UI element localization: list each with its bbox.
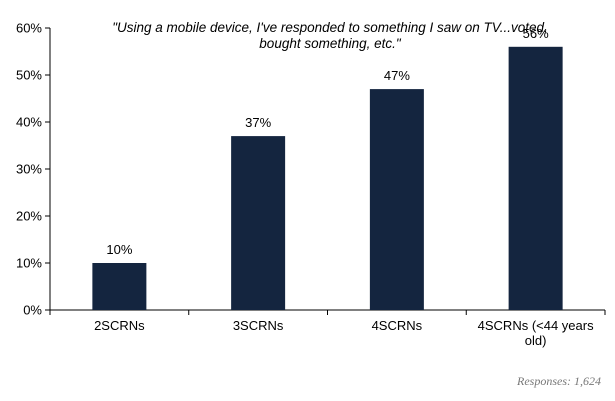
y-tick-label: 50% [16, 68, 42, 83]
y-tick-label: 30% [16, 162, 42, 177]
y-axis: 0% 10% 20% 30% 40% 50% 60% [16, 21, 51, 318]
bar [369, 89, 424, 310]
data-label: 37% [245, 115, 271, 130]
y-tick-label: 10% [16, 256, 42, 271]
x-tick-label: 2SCRNs [94, 318, 145, 333]
bar [508, 46, 563, 311]
y-tick-label: 0% [23, 303, 42, 318]
data-label: 47% [384, 68, 410, 83]
data-label: 56% [523, 26, 549, 41]
y-tick-label: 40% [16, 115, 42, 130]
x-axis: 2SCRNs 3SCRNs 4SCRNs 4SCRNs (<44 years old) [49, 309, 606, 348]
bar [92, 263, 147, 310]
x-tick-label: 4SCRNs [372, 318, 423, 333]
bars [92, 46, 563, 311]
data-label: 10% [106, 242, 132, 257]
bar [231, 136, 286, 310]
x-tick-label: 4SCRNs (<44 years old) [478, 318, 594, 348]
y-tick-label: 20% [16, 209, 42, 224]
responses-footnote: Responses: 1,624 [517, 374, 601, 388]
chart-title: "Using a mobile device, I've responded t… [112, 20, 548, 51]
value-labels: 10% 37% 47% 56% [106, 26, 549, 257]
x-tick-label: 3SCRNs [233, 318, 284, 333]
y-tick-label: 60% [16, 21, 42, 36]
